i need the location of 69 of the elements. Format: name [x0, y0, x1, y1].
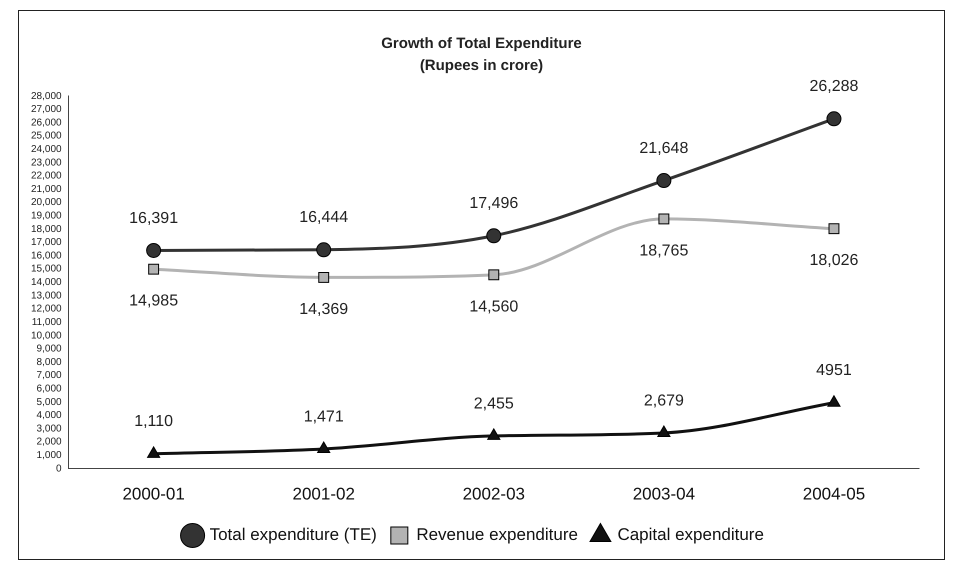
- point: [148, 264, 160, 275]
- y-tick-label: 15,000: [30, 264, 62, 275]
- data-label: 1,110: [134, 413, 174, 430]
- data-label: 2,455: [474, 395, 514, 412]
- y-tick-label: 19,000: [30, 210, 62, 222]
- y-tick-label: 8,000: [36, 356, 62, 368]
- y-tick-label: 4,000: [36, 410, 62, 422]
- legend-label: Total expenditure (TE): [210, 525, 377, 544]
- y-tick-label: 26,000: [30, 117, 62, 128]
- y-tick-label: 13,000: [30, 290, 62, 302]
- point: [658, 213, 670, 224]
- legend-label: Capital expenditure: [617, 525, 764, 544]
- data-label: 18,026: [809, 252, 859, 270]
- y-tick-label: 1,000: [36, 450, 62, 462]
- data-label: 21,648: [639, 140, 688, 157]
- chart-title: Growth of Total Expenditure: [380, 34, 583, 54]
- point: [316, 242, 332, 258]
- y-tick-label: 16,000: [30, 250, 62, 262]
- point: [317, 442, 330, 454]
- y-tick-label: 22,000: [30, 170, 62, 182]
- point: [656, 173, 672, 188]
- y-tick-label: 0: [56, 463, 62, 474]
- y-tick-label: 27,000: [30, 104, 62, 116]
- data-label: 18,765: [639, 242, 688, 260]
- y-tick-label: 5,000: [36, 396, 62, 408]
- point: [488, 269, 500, 280]
- data-label: 16,444: [299, 209, 348, 226]
- data-label: 26,288: [809, 78, 859, 96]
- y-tick-label: 20,000: [30, 197, 62, 208]
- y-tick-label: 17,000: [30, 237, 62, 248]
- y-tick-label: 21,000: [30, 184, 62, 195]
- data-label: 16,391: [129, 210, 178, 227]
- point: [487, 428, 500, 440]
- data-label: 14,985: [129, 292, 178, 310]
- data-label: 17,496: [469, 195, 518, 212]
- y-tick-label: 11,000: [32, 316, 62, 328]
- point: [146, 242, 162, 258]
- y-tick-label: 23,000: [30, 157, 62, 168]
- y-tick-label: 28,000: [30, 90, 62, 102]
- x-tick-label: 2000-01: [122, 484, 185, 504]
- y-tick-label: 9,000: [36, 344, 62, 355]
- data-label: 14,369: [299, 300, 348, 318]
- point: [147, 446, 160, 458]
- point: [826, 111, 842, 126]
- y-tick-label: 14,000: [30, 277, 62, 288]
- x-tick-label: 2004-05: [802, 484, 866, 504]
- y-tick-label: 10,000: [30, 330, 62, 342]
- y-tick-label: 6,000: [36, 384, 62, 395]
- y-tick-label: 24,000: [30, 144, 62, 155]
- data-label: 1,471: [304, 408, 344, 426]
- y-tick-label: 3,000: [36, 423, 62, 434]
- point: [318, 272, 330, 283]
- point: [827, 395, 841, 407]
- x-tick-label: 2002-03: [462, 484, 525, 504]
- legend-label: Revenue expenditure: [416, 525, 578, 544]
- data-label: 14,560: [469, 298, 518, 316]
- point: [657, 425, 670, 437]
- point: [828, 223, 840, 234]
- y-tick-label: 2,000: [36, 436, 62, 448]
- x-tick-label: 2003-04: [632, 484, 696, 504]
- x-tick-label: 2001-02: [292, 484, 355, 504]
- data-label: 4951: [816, 362, 852, 380]
- chart-subtitle: (Rupees in crore): [418, 56, 544, 76]
- data-label: 2,679: [644, 392, 684, 410]
- y-tick-label: 25,000: [30, 130, 62, 142]
- y-tick-label: 7,000: [36, 370, 62, 382]
- y-tick-label: 18,000: [30, 224, 62, 235]
- point: [486, 228, 502, 244]
- y-tick-label: 12,000: [30, 304, 62, 315]
